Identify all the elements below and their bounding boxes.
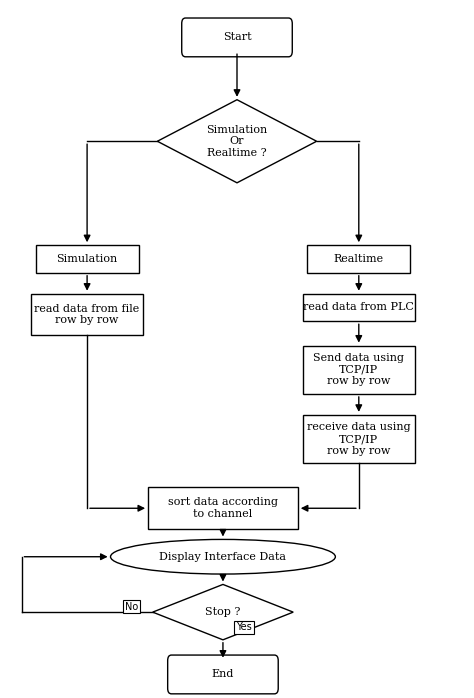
- FancyBboxPatch shape: [182, 18, 292, 57]
- Bar: [31, 294, 143, 335]
- Text: read data from file
row by row: read data from file row by row: [35, 304, 140, 325]
- FancyBboxPatch shape: [168, 655, 278, 694]
- Polygon shape: [153, 584, 293, 640]
- Text: Simulation: Simulation: [56, 254, 118, 264]
- Text: read data from PLC: read data from PLC: [303, 302, 414, 313]
- Bar: [302, 346, 415, 394]
- Text: Start: Start: [223, 32, 251, 43]
- Text: Simulation
Or
Realtime ?: Simulation Or Realtime ?: [206, 125, 268, 158]
- Ellipse shape: [110, 540, 336, 574]
- Bar: [307, 245, 410, 273]
- Bar: [148, 487, 298, 529]
- Bar: [36, 245, 138, 273]
- Text: No: No: [125, 602, 138, 611]
- Text: Yes: Yes: [236, 623, 252, 632]
- Polygon shape: [157, 100, 317, 183]
- Text: sort data according
to channel: sort data according to channel: [168, 498, 278, 519]
- Bar: [302, 415, 415, 463]
- Text: receive data using
TCP/IP
row by row: receive data using TCP/IP row by row: [307, 422, 410, 456]
- Bar: [302, 294, 415, 321]
- Text: Display Interface Data: Display Interface Data: [159, 551, 286, 562]
- Text: End: End: [212, 669, 234, 679]
- Text: Send data using
TCP/IP
row by row: Send data using TCP/IP row by row: [313, 353, 404, 387]
- Text: Stop ?: Stop ?: [205, 607, 241, 617]
- Text: Realtime: Realtime: [334, 254, 384, 264]
